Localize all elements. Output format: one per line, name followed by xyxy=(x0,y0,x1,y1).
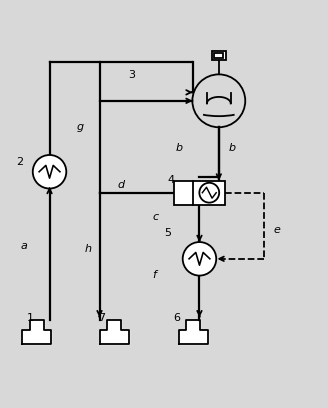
Text: 6: 6 xyxy=(174,313,181,324)
Text: 5: 5 xyxy=(164,228,171,238)
Text: g: g xyxy=(77,122,84,132)
Text: 2: 2 xyxy=(16,157,23,167)
Text: 4: 4 xyxy=(167,175,174,185)
FancyBboxPatch shape xyxy=(174,181,225,205)
Polygon shape xyxy=(99,320,129,344)
Text: 7: 7 xyxy=(98,313,105,324)
Text: a: a xyxy=(21,241,27,251)
Circle shape xyxy=(33,155,66,188)
Text: f: f xyxy=(153,270,156,280)
Text: 1: 1 xyxy=(27,313,34,324)
FancyBboxPatch shape xyxy=(212,51,226,60)
Text: e: e xyxy=(274,225,280,235)
Text: d: d xyxy=(117,180,124,190)
Polygon shape xyxy=(178,320,208,344)
Text: c: c xyxy=(153,212,159,222)
Text: b: b xyxy=(175,142,182,153)
Polygon shape xyxy=(22,320,51,344)
Circle shape xyxy=(199,183,219,203)
Text: h: h xyxy=(85,244,92,254)
Text: b: b xyxy=(229,142,236,153)
Circle shape xyxy=(183,242,216,275)
Text: 3: 3 xyxy=(129,70,135,80)
